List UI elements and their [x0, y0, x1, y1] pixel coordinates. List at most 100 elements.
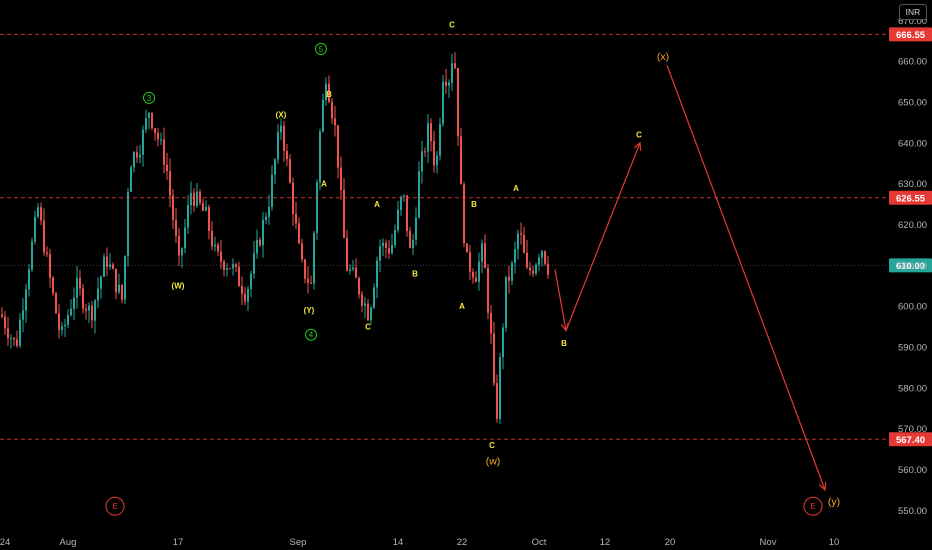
candle-body — [316, 182, 318, 233]
candle-body — [115, 268, 117, 293]
candle-body — [232, 264, 234, 269]
candle-body — [217, 244, 219, 252]
candle-body — [484, 243, 486, 269]
candle-body — [58, 313, 60, 330]
price-tick: 670.00 — [898, 16, 927, 27]
price-tick: 580.00 — [898, 383, 927, 394]
candle-body — [331, 101, 333, 119]
candle-body — [475, 277, 477, 282]
wave-label: C — [449, 20, 455, 29]
candle-body — [490, 312, 492, 334]
candle-body — [343, 189, 345, 238]
candle-body — [451, 63, 453, 83]
candle-body — [280, 125, 282, 133]
candle-body — [46, 252, 48, 255]
candle-body — [301, 243, 303, 260]
candle-body — [520, 233, 522, 235]
currency-label[interactable]: INR — [899, 4, 927, 20]
candle-body — [55, 293, 57, 314]
wave-label: (w) — [486, 455, 501, 467]
candle-body — [505, 276, 507, 328]
candle-body — [415, 217, 417, 240]
candle-body — [118, 284, 120, 293]
time-tick: 17 — [173, 537, 184, 548]
candle-body — [481, 243, 483, 262]
candle-body — [496, 383, 498, 419]
level-tag-text: 567.40 — [896, 435, 925, 446]
candle-body — [271, 174, 273, 207]
projection-leg-y — [666, 65, 825, 490]
candle-body — [340, 167, 342, 190]
wave-label: E — [112, 502, 117, 511]
wave-label: B — [561, 339, 567, 348]
time-axis[interactable]: 24 Aug 17 Sep 14 22 Oct 12 20 Nov 10 — [0, 537, 839, 548]
candle-body — [472, 271, 474, 278]
candle-body — [136, 152, 138, 158]
candle-body — [79, 278, 81, 289]
candle-body — [310, 282, 312, 284]
candle-body — [223, 261, 225, 270]
candle-body — [523, 234, 525, 253]
price-tick: 650.00 — [898, 98, 927, 109]
price-axis[interactable]: 550.00 560.00 570.00 580.00 590.00 600.00 610.… — [898, 16, 927, 517]
wave-label-circle — [803, 496, 823, 516]
candle-body — [61, 325, 63, 330]
price-tick: 610.00 — [898, 261, 927, 272]
candle-body — [478, 261, 480, 282]
candle-body — [388, 248, 390, 254]
candle-body — [532, 270, 534, 274]
wave-label-circle — [143, 91, 155, 104]
candle-body — [148, 113, 150, 118]
candle-body — [493, 333, 495, 384]
candle-body — [166, 164, 168, 172]
candle-body — [367, 303, 369, 321]
candle-body — [91, 305, 93, 321]
candle-body — [430, 123, 432, 142]
candle-body — [70, 308, 72, 316]
candle-body — [502, 327, 504, 358]
time-tick: Aug — [60, 537, 77, 548]
candle-body — [214, 244, 216, 247]
candle-body — [241, 286, 243, 294]
wave-label: B — [471, 200, 477, 209]
candle-body — [88, 305, 90, 311]
wave-label: (X) — [276, 110, 287, 119]
candle-body — [355, 267, 357, 278]
candle-body — [457, 67, 459, 137]
candle-body — [517, 233, 519, 249]
candle-body — [352, 267, 354, 270]
candle-body — [133, 152, 135, 168]
candle-body — [175, 219, 177, 236]
price-tick: 630.00 — [898, 179, 927, 190]
candle-body — [454, 63, 456, 68]
wave-label: (Y) — [304, 306, 315, 315]
wave-label: A — [459, 302, 465, 311]
wave-label: 5 — [319, 45, 324, 54]
candle-body — [94, 300, 96, 321]
candle-body — [73, 297, 75, 309]
candle-body — [424, 151, 426, 153]
candle-body — [31, 241, 33, 270]
candle-body — [259, 239, 261, 246]
price-tick: 640.00 — [898, 138, 927, 149]
candle-body — [208, 206, 210, 231]
candle-body — [349, 269, 351, 271]
candle-body — [469, 252, 471, 272]
candle-body — [184, 227, 186, 249]
candle-body — [337, 125, 339, 168]
candle-body — [511, 262, 513, 281]
candle-body — [247, 288, 249, 302]
candle-body — [277, 132, 279, 160]
time-tick: 14 — [393, 537, 404, 548]
candle-body — [325, 83, 327, 100]
candle-body — [445, 81, 447, 86]
candle-body — [49, 254, 51, 278]
time-tick: Nov — [760, 537, 777, 548]
candle-body — [433, 141, 435, 166]
candle-body — [1, 314, 3, 317]
candle-body — [265, 216, 267, 220]
wave-label: 3 — [147, 94, 152, 103]
candle-body — [112, 264, 114, 269]
candle-body — [16, 339, 18, 346]
